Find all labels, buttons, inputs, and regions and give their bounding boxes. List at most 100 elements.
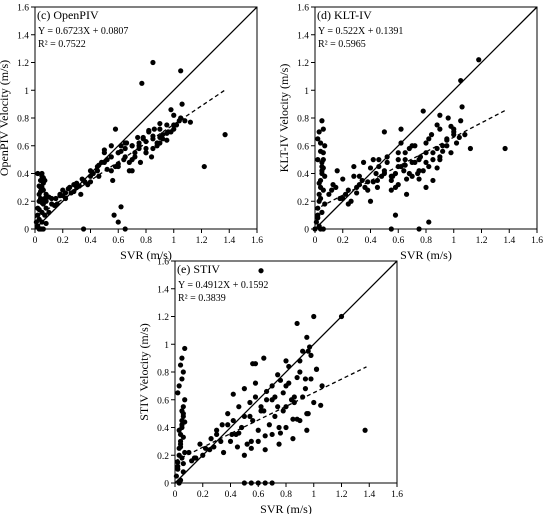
data-point	[388, 173, 394, 179]
data-point	[180, 369, 186, 375]
x-tick-label: 0.8	[280, 490, 292, 500]
data-point	[451, 132, 457, 138]
data-point	[150, 145, 156, 152]
data-point	[157, 120, 163, 127]
x-tick-label: 1.6	[531, 236, 543, 246]
data-point	[180, 404, 186, 410]
data-point	[255, 427, 261, 433]
data-point	[220, 449, 227, 456]
data-point	[227, 438, 234, 444]
y-tick-label: 0.2	[17, 198, 29, 208]
trend-line	[314, 109, 507, 211]
data-point	[241, 386, 247, 392]
data-point	[143, 145, 149, 152]
data-point	[458, 77, 464, 84]
data-point	[402, 157, 408, 163]
data-point	[426, 136, 432, 142]
data-point	[280, 390, 286, 396]
chart-panel-stiv: 0 0.2 0.4 0.6 0.8 1 1.2 1.4 1.6 0 0.2 0.4 0.6 0.8 1 1.2…	[137, 258, 403, 514]
data-point	[280, 408, 286, 414]
data-point	[122, 226, 128, 232]
data-point	[123, 140, 130, 146]
data-point	[177, 477, 184, 483]
y-axis-label: STIV Velocity (m/s)	[137, 323, 151, 421]
data-point	[395, 157, 401, 163]
data-point	[326, 191, 332, 197]
data-point	[362, 427, 368, 433]
data-point	[94, 168, 101, 174]
data-point	[179, 355, 185, 361]
data-point	[180, 434, 186, 440]
data-point	[150, 59, 156, 66]
data-point	[294, 374, 300, 381]
data-point	[236, 404, 242, 410]
r-squared-label: R² = 0.7522	[38, 39, 86, 50]
y-tick-label: 1	[304, 87, 309, 97]
data-point	[437, 112, 443, 118]
data-point	[462, 132, 468, 138]
data-point	[62, 190, 69, 196]
data-point	[317, 148, 324, 154]
data-point	[255, 438, 261, 444]
data-point	[417, 154, 424, 160]
data-point	[456, 134, 462, 141]
data-point	[437, 126, 443, 132]
data-point	[412, 159, 418, 165]
data-point	[297, 369, 303, 375]
data-point	[362, 184, 368, 190]
y-tick-label: 1.4	[157, 285, 169, 295]
data-point	[430, 157, 436, 163]
y-tick-label: 1.2	[157, 313, 169, 323]
data-point	[262, 433, 268, 439]
data-point	[409, 173, 415, 179]
x-tick-label: 0.4	[225, 490, 237, 500]
data-point	[304, 427, 310, 433]
data-point	[43, 220, 49, 227]
data-point	[423, 184, 429, 190]
data-point	[354, 190, 360, 196]
x-tick-label: 0	[173, 490, 178, 500]
data-point	[36, 206, 42, 213]
x-tick-label: 0.8	[140, 236, 152, 246]
data-point	[241, 452, 247, 458]
data-point	[319, 209, 325, 215]
x-tick-label: 1.2	[336, 490, 348, 500]
data-point	[444, 143, 450, 149]
data-point	[345, 201, 351, 207]
data-point	[415, 170, 421, 177]
chart-panel-openpiv: 0 0.2 0.4 0.6 0.8 1 1.2 1.4 1.6 0 0.2 0.4 0.6 0.8 1 1.2…	[0, 4, 263, 263]
data-point	[459, 104, 465, 110]
data-point	[252, 361, 259, 367]
data-point	[416, 176, 422, 182]
y-tick-label: 0	[24, 226, 29, 236]
data-point	[263, 388, 270, 395]
data-point	[333, 184, 339, 190]
data-point	[189, 458, 195, 464]
data-point	[286, 363, 292, 370]
data-point	[164, 137, 170, 143]
data-point	[402, 150, 408, 156]
data-point	[420, 168, 426, 174]
data-point	[275, 372, 281, 378]
y-tick-label: 0.8	[157, 369, 169, 379]
data-point	[180, 460, 186, 467]
data-point	[241, 413, 247, 419]
data-point	[177, 362, 184, 368]
data-point	[261, 355, 267, 361]
data-point	[37, 188, 44, 195]
data-point	[416, 226, 422, 232]
data-point	[87, 179, 94, 185]
data-point	[430, 177, 436, 184]
identity-line	[314, 6, 538, 230]
data-point	[35, 170, 41, 177]
data-point	[129, 143, 135, 149]
data-point	[258, 268, 264, 274]
data-point	[182, 449, 188, 456]
data-point	[171, 112, 177, 118]
y-tick-label: 0.6	[17, 142, 29, 152]
data-point	[351, 163, 357, 170]
regression-equation: Y = 0.522X + 0.1391	[318, 26, 403, 37]
data-point	[290, 436, 296, 442]
data-point	[129, 157, 135, 163]
